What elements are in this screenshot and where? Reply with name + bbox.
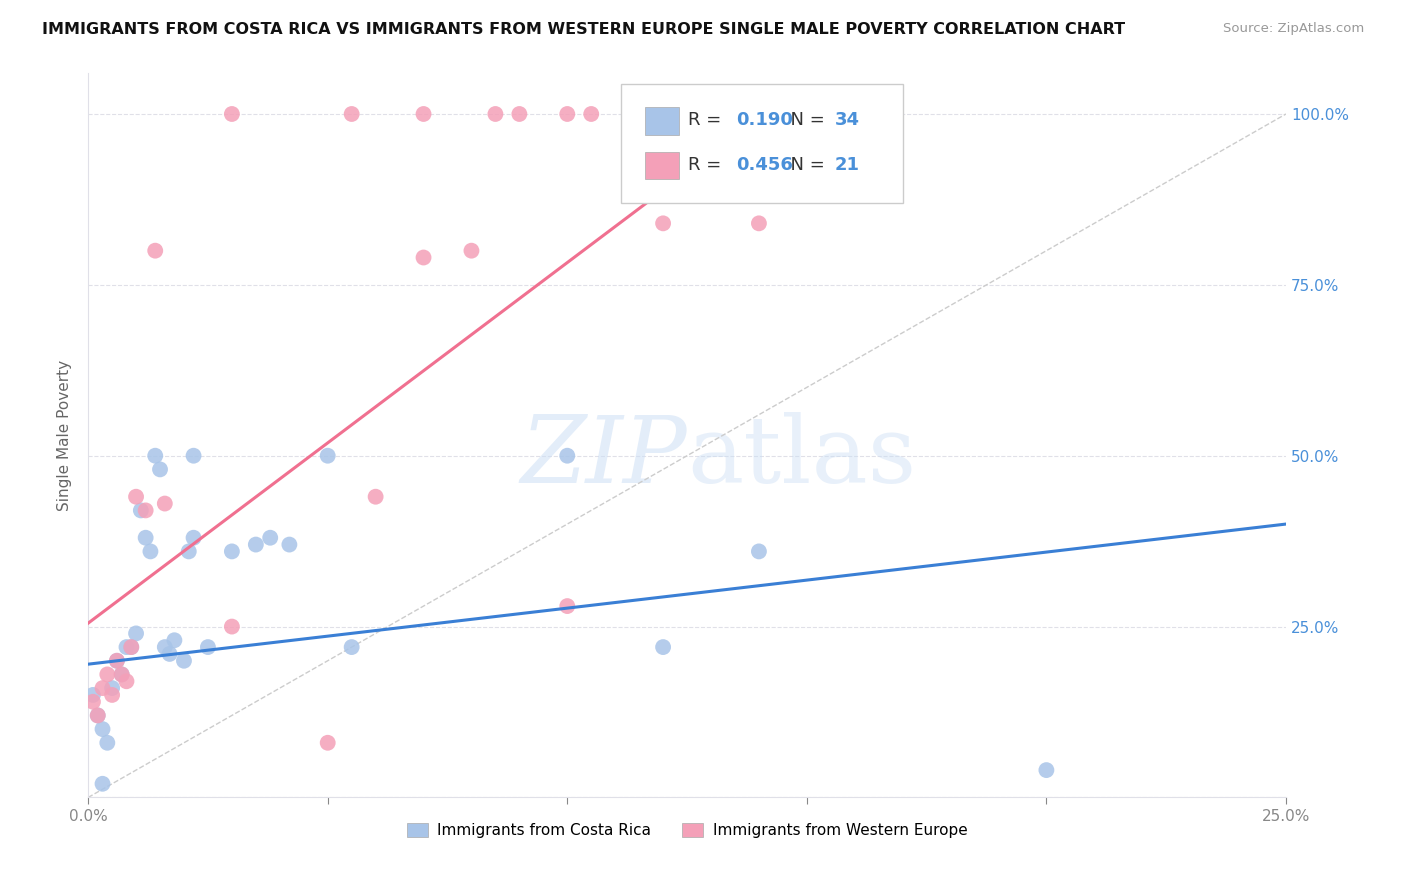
Point — [143, 244, 166, 258]
Point — [139, 544, 162, 558]
Point — [153, 497, 176, 511]
Point — [111, 667, 134, 681]
Point — [125, 626, 148, 640]
Point — [278, 538, 301, 552]
Point — [91, 722, 114, 736]
Text: IMMIGRANTS FROM COSTA RICA VS IMMIGRANTS FROM WESTERN EUROPE SINGLE MALE POVERTY: IMMIGRANTS FROM COSTA RICA VS IMMIGRANTS… — [42, 22, 1125, 37]
Point — [221, 107, 243, 121]
Point — [96, 736, 118, 750]
Point — [316, 736, 339, 750]
Point — [115, 674, 138, 689]
Point — [129, 503, 152, 517]
Point — [484, 107, 506, 121]
Point — [555, 599, 578, 613]
Point — [91, 777, 114, 791]
Point — [340, 640, 363, 654]
Point — [173, 654, 195, 668]
FancyBboxPatch shape — [645, 107, 679, 135]
FancyBboxPatch shape — [621, 84, 903, 203]
Text: N =: N = — [779, 112, 831, 129]
Point — [221, 619, 243, 633]
Point — [259, 531, 281, 545]
Text: atlas: atlas — [688, 412, 917, 502]
Point — [412, 107, 434, 121]
Legend: Immigrants from Costa Rica, Immigrants from Western Europe: Immigrants from Costa Rica, Immigrants f… — [401, 816, 973, 844]
Point — [120, 640, 142, 654]
Text: R =: R = — [689, 112, 727, 129]
Point — [1035, 763, 1057, 777]
Point — [105, 654, 128, 668]
Point — [460, 244, 482, 258]
Point — [412, 251, 434, 265]
Point — [105, 654, 128, 668]
Point — [82, 695, 104, 709]
Point — [159, 647, 181, 661]
Point — [120, 640, 142, 654]
Point — [340, 107, 363, 121]
FancyBboxPatch shape — [645, 152, 679, 179]
Point — [364, 490, 387, 504]
Point — [96, 667, 118, 681]
Point — [82, 688, 104, 702]
Text: 21: 21 — [834, 156, 859, 174]
Point — [87, 708, 110, 723]
Text: N =: N = — [779, 156, 831, 174]
Text: ZIP: ZIP — [520, 412, 688, 502]
Point — [555, 107, 578, 121]
Point — [163, 633, 186, 648]
Text: 34: 34 — [834, 112, 859, 129]
Point — [183, 449, 205, 463]
Point — [135, 531, 157, 545]
Point — [87, 708, 110, 723]
Point — [652, 216, 675, 230]
Point — [652, 640, 675, 654]
Point — [183, 531, 205, 545]
Point — [91, 681, 114, 695]
Point — [316, 449, 339, 463]
Point — [111, 667, 134, 681]
Text: 0.456: 0.456 — [737, 156, 793, 174]
Point — [149, 462, 172, 476]
Point — [748, 544, 770, 558]
Point — [143, 449, 166, 463]
Y-axis label: Single Male Poverty: Single Male Poverty — [58, 359, 72, 511]
Text: R =: R = — [689, 156, 727, 174]
Point — [115, 640, 138, 654]
Point — [197, 640, 219, 654]
Point — [177, 544, 200, 558]
Point — [748, 216, 770, 230]
Point — [153, 640, 176, 654]
Point — [555, 449, 578, 463]
Text: Source: ZipAtlas.com: Source: ZipAtlas.com — [1223, 22, 1364, 36]
Point — [135, 503, 157, 517]
Point — [125, 490, 148, 504]
Point — [245, 538, 267, 552]
Point — [101, 688, 124, 702]
Point — [221, 544, 243, 558]
Point — [508, 107, 530, 121]
Text: 0.190: 0.190 — [737, 112, 793, 129]
Point — [581, 107, 603, 121]
Point — [101, 681, 124, 695]
